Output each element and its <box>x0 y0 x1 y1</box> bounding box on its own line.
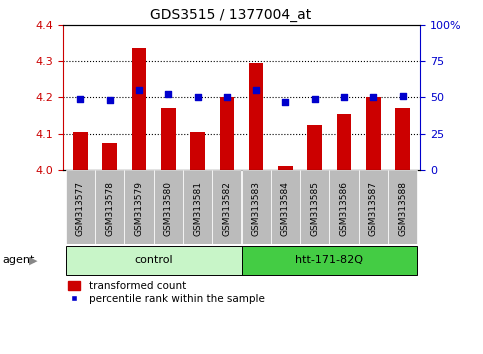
Bar <box>124 170 154 244</box>
Bar <box>95 170 124 244</box>
Point <box>223 95 231 100</box>
Bar <box>102 143 117 170</box>
Bar <box>278 166 293 170</box>
Text: ▶: ▶ <box>28 255 37 265</box>
Text: GSM313586: GSM313586 <box>340 181 349 236</box>
Bar <box>359 170 388 244</box>
Bar <box>242 170 271 244</box>
Bar <box>183 170 212 244</box>
Point <box>194 95 201 100</box>
Bar <box>300 170 329 244</box>
Text: GSM313582: GSM313582 <box>222 181 231 236</box>
Point <box>164 92 172 97</box>
Point <box>252 87 260 93</box>
Bar <box>395 108 410 170</box>
Text: GSM313587: GSM313587 <box>369 181 378 236</box>
Bar <box>132 48 146 170</box>
Text: GSM313585: GSM313585 <box>310 181 319 236</box>
Text: agent: agent <box>2 255 35 265</box>
Text: htt-171-82Q: htt-171-82Q <box>296 255 363 264</box>
Point <box>399 93 407 99</box>
Point <box>135 87 143 93</box>
Bar <box>249 63 263 170</box>
Bar <box>190 132 205 170</box>
Text: GSM313579: GSM313579 <box>134 181 143 236</box>
Bar <box>73 132 88 170</box>
Point <box>106 97 114 103</box>
Text: GSM313580: GSM313580 <box>164 181 173 236</box>
Point <box>340 95 348 100</box>
Text: GSM313584: GSM313584 <box>281 181 290 236</box>
Bar <box>66 246 242 275</box>
Bar <box>242 246 417 275</box>
Bar <box>154 170 183 244</box>
Text: GSM313581: GSM313581 <box>193 181 202 236</box>
Point <box>282 99 289 104</box>
Bar <box>337 114 351 170</box>
Text: GSM313577: GSM313577 <box>76 181 85 236</box>
Text: control: control <box>134 255 173 264</box>
Bar <box>161 108 176 170</box>
Point <box>76 96 84 102</box>
Text: GSM313583: GSM313583 <box>252 181 261 236</box>
Bar <box>220 97 234 170</box>
Bar <box>66 170 95 244</box>
Text: GSM313588: GSM313588 <box>398 181 407 236</box>
Bar <box>307 125 322 170</box>
Text: GSM313578: GSM313578 <box>105 181 114 236</box>
Point <box>311 96 319 102</box>
Bar <box>329 170 359 244</box>
Bar <box>366 97 381 170</box>
Title: GDS3515 / 1377004_at: GDS3515 / 1377004_at <box>150 8 312 22</box>
Point <box>369 95 377 100</box>
Bar <box>388 170 417 244</box>
Legend: transformed count, percentile rank within the sample: transformed count, percentile rank withi… <box>68 281 265 304</box>
Bar <box>212 170 242 244</box>
Bar <box>271 170 300 244</box>
